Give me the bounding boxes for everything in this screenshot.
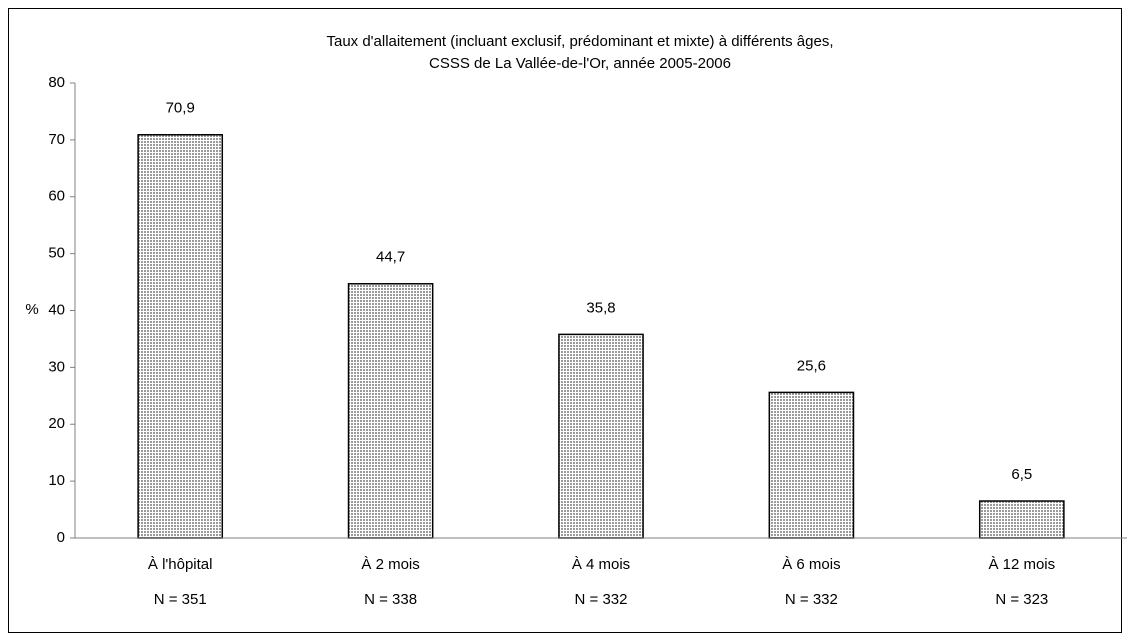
y-tick-label: 80 bbox=[48, 74, 65, 91]
x-tick-label: À 12 mois bbox=[988, 556, 1055, 573]
y-tick-label: 40 bbox=[48, 301, 65, 318]
data-label: 35,8 bbox=[586, 299, 615, 316]
data-label: 25,6 bbox=[797, 357, 826, 374]
y-axis-label: % bbox=[25, 301, 38, 318]
y-tick-label: 20 bbox=[48, 415, 65, 432]
bar bbox=[137, 134, 224, 539]
y-tick-label: 30 bbox=[48, 358, 65, 375]
x-tick-label: À l'hôpital bbox=[148, 556, 213, 573]
category-note: N = 332 bbox=[575, 591, 628, 608]
bar bbox=[978, 500, 1065, 539]
y-tick-label: 70 bbox=[48, 131, 65, 148]
category-note: N = 351 bbox=[154, 591, 207, 608]
chart-title: Taux d'allaitement (incluant exclusif, p… bbox=[326, 33, 833, 50]
x-tick-label: À 6 mois bbox=[782, 556, 840, 573]
y-tick-label: 0 bbox=[57, 529, 65, 546]
x-tick-label: À 2 mois bbox=[361, 556, 419, 573]
bar bbox=[347, 283, 434, 539]
data-label: 70,9 bbox=[166, 100, 195, 117]
chart-subtitle: CSSS de La Vallée-de-l'Or, année 2005-20… bbox=[429, 55, 731, 72]
y-tick-label: 50 bbox=[48, 245, 65, 262]
y-tick-label: 60 bbox=[48, 188, 65, 205]
category-note: N = 332 bbox=[785, 591, 838, 608]
category-note: N = 323 bbox=[995, 591, 1048, 608]
y-tick-label: 10 bbox=[48, 472, 65, 489]
x-tick-label: À 4 mois bbox=[572, 556, 630, 573]
bar bbox=[558, 333, 644, 539]
data-label: 44,7 bbox=[376, 249, 405, 266]
category-note: N = 338 bbox=[364, 591, 417, 608]
data-label: 6,5 bbox=[1011, 466, 1032, 483]
bar bbox=[768, 391, 855, 539]
